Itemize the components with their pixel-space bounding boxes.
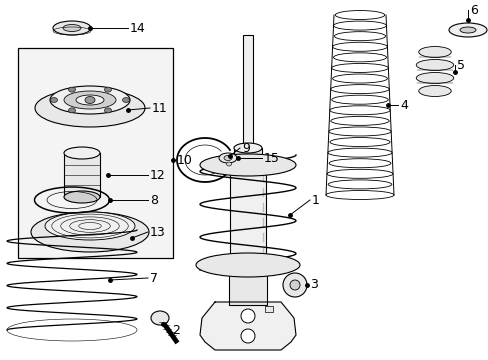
Ellipse shape [234,143,262,153]
Ellipse shape [68,87,75,92]
Text: 13: 13 [150,225,165,239]
Text: 7: 7 [150,271,158,284]
Circle shape [241,329,254,343]
Bar [264,306,272,312]
Ellipse shape [35,89,145,127]
Ellipse shape [64,91,116,109]
Text: 10: 10 [177,153,192,166]
Circle shape [289,280,299,290]
Text: 14: 14 [130,22,145,35]
Bar [229,168,265,275]
Ellipse shape [64,147,100,159]
Ellipse shape [104,87,111,92]
Text: 3: 3 [309,279,317,292]
Ellipse shape [224,156,231,161]
Ellipse shape [122,98,129,103]
Text: 2: 2 [172,324,180,337]
Text: 4: 4 [399,99,407,112]
Ellipse shape [226,162,231,166]
Ellipse shape [63,24,81,32]
Bar [243,35,252,155]
Text: 6: 6 [469,4,477,17]
Ellipse shape [31,212,149,252]
Text: 11: 11 [152,102,167,114]
Text: 8: 8 [150,194,158,207]
Ellipse shape [50,86,130,114]
Ellipse shape [222,159,236,168]
Text: 5: 5 [456,59,464,72]
Ellipse shape [196,253,299,277]
Circle shape [241,309,254,323]
Bar [234,148,262,168]
Polygon shape [200,302,295,350]
Bar [18,48,173,258]
Ellipse shape [85,96,95,104]
Text: 9: 9 [242,141,249,154]
Text: 1: 1 [311,194,319,207]
Ellipse shape [68,108,75,113]
Ellipse shape [104,108,111,113]
Ellipse shape [418,46,450,58]
Circle shape [283,273,306,297]
Ellipse shape [200,154,295,176]
Ellipse shape [448,23,486,37]
Ellipse shape [415,72,453,84]
Ellipse shape [415,59,453,71]
Ellipse shape [418,85,450,96]
Bar [228,272,266,305]
Ellipse shape [459,27,475,33]
Bar [64,153,100,197]
Text: 15: 15 [264,152,279,165]
Ellipse shape [45,212,135,240]
Ellipse shape [53,21,91,35]
Ellipse shape [76,95,104,105]
Ellipse shape [64,191,100,203]
Ellipse shape [219,153,237,163]
Text: 12: 12 [150,168,165,181]
Ellipse shape [50,98,58,103]
Ellipse shape [151,311,169,325]
